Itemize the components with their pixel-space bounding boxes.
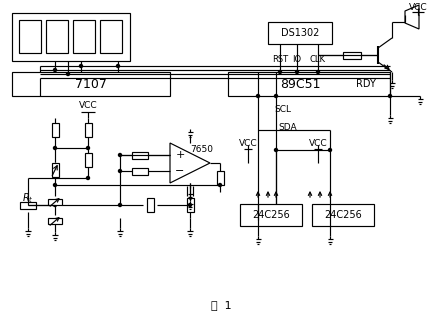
Circle shape (328, 149, 332, 151)
Text: VCC: VCC (409, 3, 427, 12)
Bar (217, 171, 224, 185)
Bar (19, 20, 41, 53)
Text: VCC: VCC (79, 101, 97, 111)
Circle shape (53, 183, 57, 187)
Polygon shape (405, 5, 419, 29)
Circle shape (274, 95, 278, 98)
Circle shape (274, 149, 278, 151)
Bar (12, 13, 130, 61)
Bar (84, 123, 91, 137)
Bar (52, 163, 58, 177)
Circle shape (256, 95, 259, 98)
Text: SDA: SDA (278, 122, 297, 132)
Text: +: + (175, 150, 185, 160)
Text: 24C256: 24C256 (252, 210, 290, 220)
Circle shape (188, 203, 191, 207)
Bar (228, 72, 390, 96)
Circle shape (87, 176, 89, 180)
Bar (73, 20, 95, 53)
Circle shape (118, 154, 122, 156)
Bar (84, 153, 91, 167)
Bar (48, 199, 62, 205)
Text: 24C256: 24C256 (324, 210, 362, 220)
Polygon shape (170, 143, 210, 183)
Circle shape (218, 183, 221, 187)
Bar (132, 167, 148, 175)
Circle shape (53, 68, 57, 72)
Circle shape (389, 95, 392, 98)
Circle shape (118, 203, 122, 207)
Bar (343, 51, 361, 58)
Text: RST: RST (272, 56, 288, 64)
Text: VCC: VCC (309, 138, 328, 148)
Text: $R_t$: $R_t$ (22, 191, 34, 205)
Circle shape (118, 170, 122, 172)
Bar (100, 20, 122, 53)
Bar (48, 218, 62, 224)
Text: 7107: 7107 (75, 78, 107, 90)
Text: SCL: SCL (274, 106, 291, 115)
Circle shape (66, 73, 69, 75)
Text: DS1302: DS1302 (281, 28, 319, 38)
Text: RDY: RDY (356, 79, 376, 89)
Bar (146, 198, 153, 212)
Text: −: − (175, 166, 185, 176)
Text: 图  1: 图 1 (211, 300, 231, 310)
Circle shape (316, 71, 320, 73)
Bar (187, 198, 194, 212)
Bar (12, 72, 170, 96)
Bar (132, 151, 148, 159)
Circle shape (53, 203, 57, 207)
Text: VCC: VCC (239, 138, 257, 148)
Bar (312, 204, 374, 226)
Circle shape (278, 71, 282, 73)
Bar (52, 123, 58, 137)
Text: 89C51: 89C51 (280, 78, 320, 90)
Text: IO: IO (293, 56, 301, 64)
Circle shape (117, 64, 119, 68)
Bar (20, 202, 36, 208)
Bar (240, 204, 302, 226)
Circle shape (296, 71, 298, 73)
Text: 7650: 7650 (191, 144, 213, 154)
Circle shape (53, 147, 57, 149)
Bar (268, 22, 332, 44)
Bar (46, 20, 68, 53)
Text: CLK: CLK (310, 56, 326, 64)
Circle shape (80, 64, 83, 68)
Circle shape (87, 147, 89, 149)
